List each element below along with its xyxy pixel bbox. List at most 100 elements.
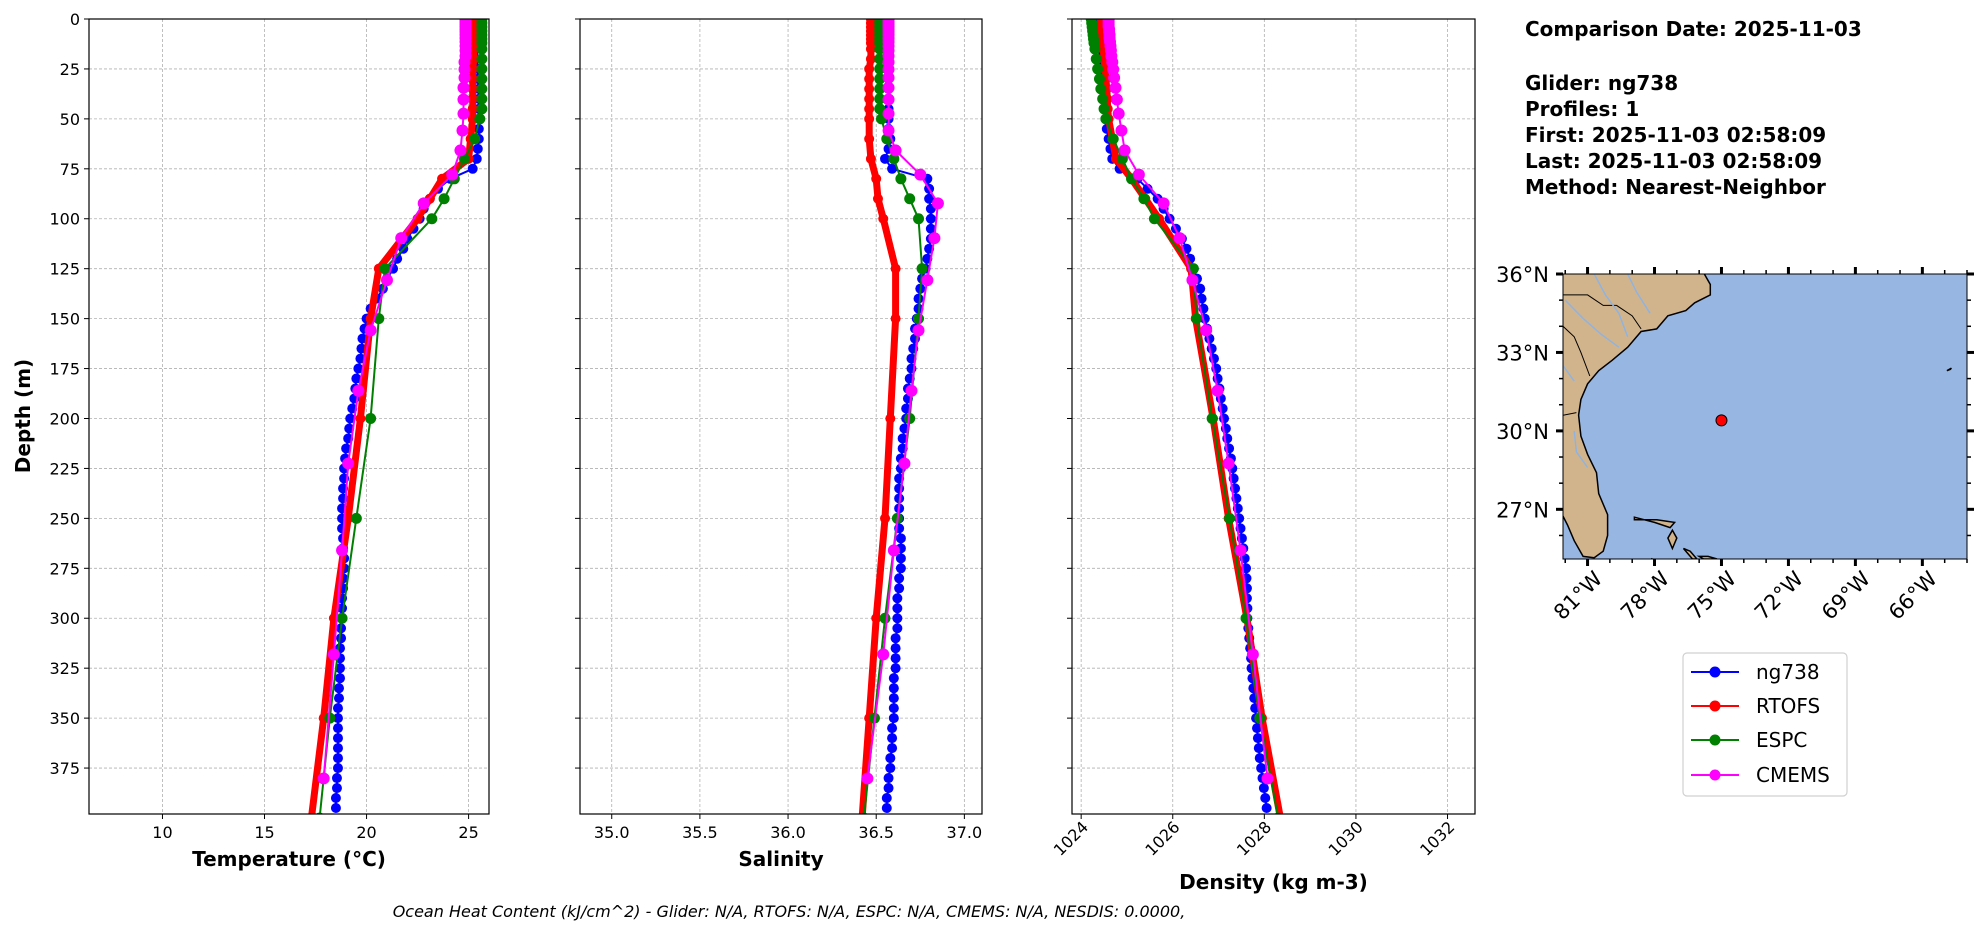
legend-marker xyxy=(1709,666,1721,678)
data-point-ESPC xyxy=(1095,83,1107,95)
legend-label: RTOFS xyxy=(1756,694,1820,718)
data-point-CMEMS xyxy=(1157,197,1170,210)
data-point-ng738 xyxy=(1258,783,1269,794)
data-point-ng738 xyxy=(471,153,482,164)
legend: ng738 RTOFS ESPC CMEMS xyxy=(1682,652,1848,797)
data-point-CMEMS xyxy=(877,648,890,661)
axes-frame xyxy=(1071,18,1476,815)
data-point-ng738 xyxy=(880,153,891,164)
legend-box xyxy=(1682,652,1848,797)
data-point-ng738 xyxy=(332,713,343,724)
legend-label: CMEMS xyxy=(1756,763,1830,787)
legend-marker xyxy=(1709,734,1721,746)
data-point-ESPC xyxy=(426,213,438,225)
data-point-CMEMS xyxy=(1112,107,1125,120)
y-tick-label: 75 xyxy=(60,160,80,179)
y-tick-label: 125 xyxy=(49,260,80,279)
data-point-ESPC xyxy=(365,412,377,424)
last-time: Last: 2025-11-03 02:58:09 xyxy=(1525,149,1822,173)
data-point-ESPC xyxy=(476,93,488,105)
data-point-CMEMS xyxy=(1222,457,1235,470)
data-point-RTOFS xyxy=(865,43,876,54)
data-point-RTOFS xyxy=(880,513,891,524)
data-point-ESPC xyxy=(874,103,886,115)
legend-item-CMEMS: CMEMS xyxy=(1691,763,1830,787)
x-tick-label: 1026 xyxy=(1141,817,1183,859)
y-tick-label: 0 xyxy=(70,10,80,29)
data-point-ng738 xyxy=(335,663,346,674)
first-time: First: 2025-11-03 02:58:09 xyxy=(1525,123,1826,147)
y-tick-label: 375 xyxy=(49,759,80,778)
data-point-ng738 xyxy=(345,413,356,424)
data-point-ESPC xyxy=(336,612,348,624)
x-axis-label: Density (kg m-3) xyxy=(1179,870,1368,894)
data-point-ng738 xyxy=(332,733,343,744)
data-point-ng738 xyxy=(1252,733,1263,744)
river xyxy=(1573,430,1589,468)
x-axis-label: Salinity xyxy=(738,847,823,871)
data-point-CMEMS xyxy=(1108,71,1121,84)
data-point-RTOFS xyxy=(864,133,875,144)
data-point-ng738 xyxy=(892,593,903,604)
x-tick-label: 36.5 xyxy=(858,823,894,842)
state-border xyxy=(1563,325,1591,377)
data-point-RTOFS xyxy=(872,193,883,204)
map-lon-label: 69°W xyxy=(1817,566,1875,624)
x-tick-label: 1030 xyxy=(1325,817,1367,859)
axes-frame xyxy=(579,18,983,815)
data-point-CMEMS xyxy=(1246,648,1259,661)
data-point-ng738 xyxy=(330,793,341,804)
data-point-CMEMS xyxy=(912,324,925,337)
data-point-ESPC xyxy=(874,73,886,85)
data-point-ng738 xyxy=(890,643,901,654)
data-point-CMEMS xyxy=(352,384,365,397)
data-point-CMEMS xyxy=(1118,144,1131,157)
data-point-ng738 xyxy=(887,743,898,754)
data-point-RTOFS xyxy=(871,173,882,184)
data-point-ESPC xyxy=(904,193,916,205)
data-point-ESPC xyxy=(916,263,928,275)
x-tick-label: 1028 xyxy=(1233,817,1275,859)
series-line-ng738 xyxy=(334,19,480,808)
data-point-CMEMS xyxy=(1234,544,1247,557)
data-point-CMEMS xyxy=(905,384,918,397)
data-point-ng738 xyxy=(888,693,899,704)
data-point-ng738 xyxy=(341,443,352,454)
map-lon-label: 75°W xyxy=(1683,566,1741,624)
series-line-CMEMS xyxy=(322,20,467,779)
island xyxy=(1696,555,1718,559)
river xyxy=(1564,299,1620,348)
data-point-ng738 xyxy=(885,753,896,764)
data-point-ESPC xyxy=(379,263,391,275)
data-point-ESPC xyxy=(1107,133,1119,145)
data-point-CMEMS xyxy=(457,107,470,120)
data-point-CMEMS xyxy=(456,124,469,137)
map-lon-label: 66°W xyxy=(1884,566,1942,624)
data-point-CMEMS xyxy=(317,772,330,785)
y-tick-label: 225 xyxy=(49,459,80,478)
data-point-CMEMS xyxy=(1200,324,1213,337)
data-point-CMEMS xyxy=(336,544,349,557)
x-tick-label: 15 xyxy=(254,823,274,842)
data-point-CMEMS xyxy=(1261,772,1274,785)
y-tick-label: 350 xyxy=(49,709,80,728)
data-point-RTOFS xyxy=(890,313,901,324)
data-point-CMEMS xyxy=(1186,274,1199,287)
location-map: 36°N 33°N 30°N 27°N 81°W 78°W 75°W 72°W 69°W 66°W xyxy=(1496,263,1974,625)
profile-panels: 10 15 20 2502550751001251501752002252502753… xyxy=(49,10,1476,894)
data-point-CMEMS xyxy=(364,324,377,337)
y-tick-label: 250 xyxy=(49,509,80,528)
legend-label: ESPC xyxy=(1756,728,1807,752)
data-point-ng738 xyxy=(472,143,483,154)
data-point-RTOFS xyxy=(865,153,876,164)
data-point-ng738 xyxy=(890,653,901,664)
legend-label: ng738 xyxy=(1756,660,1820,684)
data-point-ng738 xyxy=(888,703,899,714)
data-point-CMEMS xyxy=(417,197,430,210)
data-point-ESPC xyxy=(874,83,886,95)
data-point-ESPC xyxy=(350,512,362,524)
data-point-ESPC xyxy=(1090,53,1102,65)
data-point-ng738 xyxy=(330,803,341,814)
y-tick-label: 275 xyxy=(49,559,80,578)
data-point-ESPC xyxy=(476,103,488,115)
